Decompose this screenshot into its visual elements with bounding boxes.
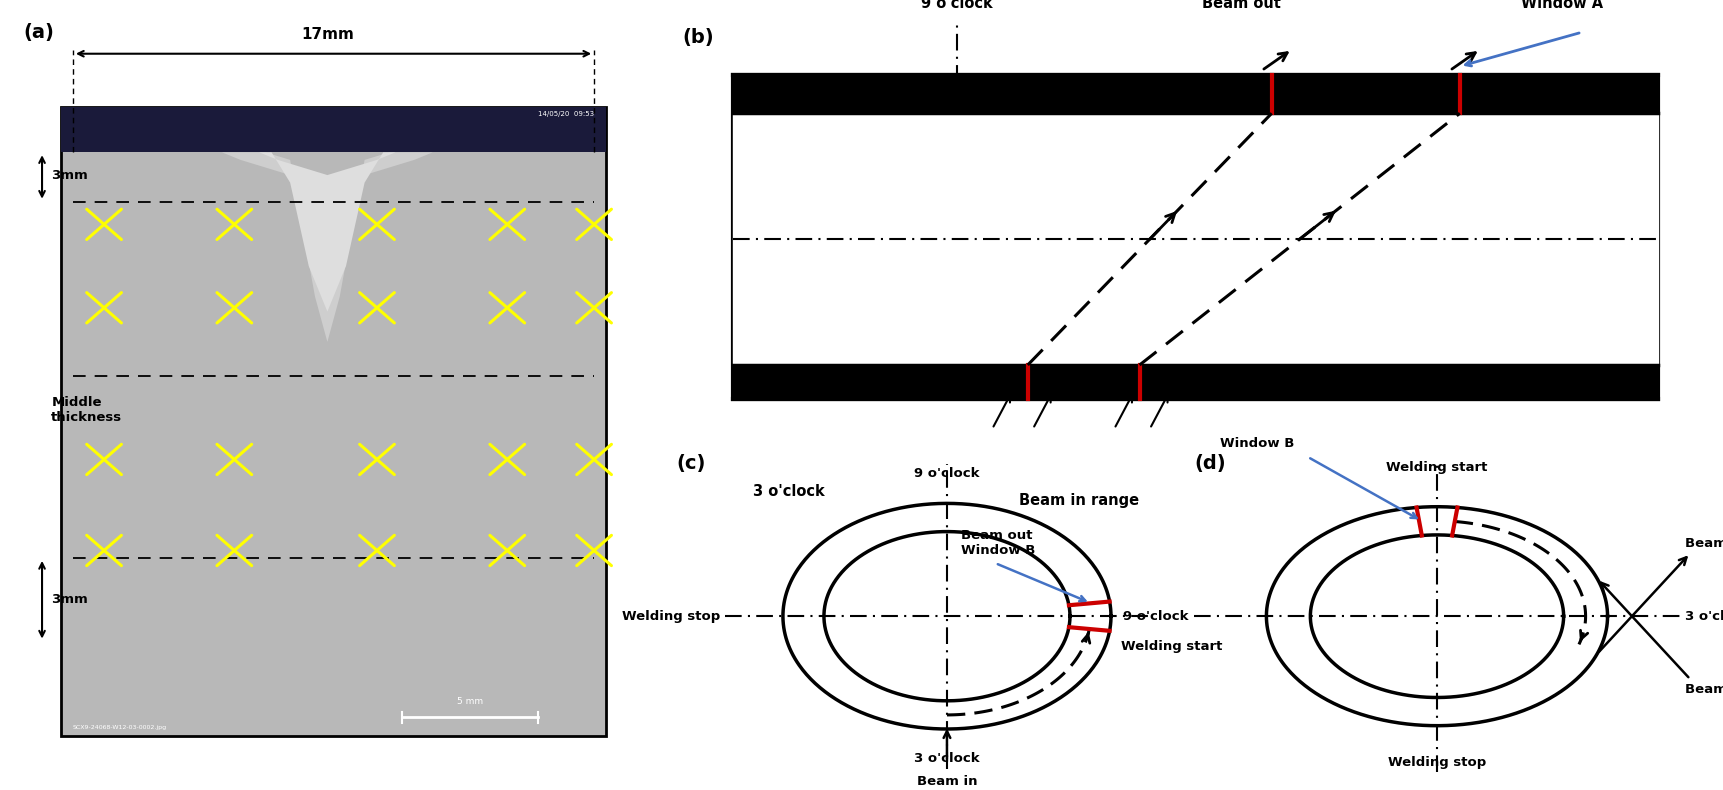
- Text: Window A: Window A: [1521, 0, 1602, 11]
- Bar: [60, 107, 606, 736]
- Text: 17mm: 17mm: [302, 28, 353, 43]
- Text: 9 o'clock: 9 o'clock: [915, 467, 980, 480]
- Bar: [732, 75, 1658, 399]
- Text: 3mm: 3mm: [52, 168, 88, 182]
- Polygon shape: [258, 152, 396, 311]
- Text: 3 o'clock: 3 o'clock: [753, 484, 825, 499]
- Text: 9 o'clock: 9 o'clock: [1123, 610, 1189, 623]
- Text: Welding start: Welding start: [1120, 640, 1222, 653]
- Text: Welding stop: Welding stop: [622, 610, 720, 623]
- Text: (c): (c): [677, 453, 706, 472]
- Text: 3 o'clock: 3 o'clock: [915, 752, 980, 766]
- Text: 14/05/20  09:53: 14/05/20 09:53: [538, 111, 594, 117]
- Text: Welding start: Welding start: [1387, 461, 1487, 473]
- Text: Middle
thickness: Middle thickness: [52, 396, 122, 424]
- Text: (a): (a): [24, 24, 55, 43]
- Text: 9 o'clock: 9 o'clock: [920, 0, 992, 11]
- Bar: [60, 107, 606, 152]
- Polygon shape: [222, 152, 432, 342]
- Text: 3 o'clock: 3 o'clock: [1685, 610, 1723, 623]
- Text: SCX9-24068-W12-03-0002.jpg: SCX9-24068-W12-03-0002.jpg: [72, 725, 167, 730]
- Text: Beam in: Beam in: [1685, 683, 1723, 696]
- Text: Beam in range: Beam in range: [1018, 493, 1139, 508]
- Text: Welding stop: Welding stop: [1387, 755, 1487, 769]
- Text: Beam in: Beam in: [917, 776, 977, 788]
- Text: Window B: Window B: [1220, 437, 1294, 450]
- Text: Beam out
Window B: Beam out Window B: [961, 529, 1036, 557]
- Text: 5 mm: 5 mm: [457, 697, 482, 706]
- Text: (b): (b): [682, 28, 713, 47]
- Text: Beam out: Beam out: [1685, 536, 1723, 550]
- Text: (d): (d): [1194, 453, 1225, 472]
- Text: Beam out: Beam out: [1203, 0, 1280, 11]
- Text: 3mm: 3mm: [52, 593, 88, 606]
